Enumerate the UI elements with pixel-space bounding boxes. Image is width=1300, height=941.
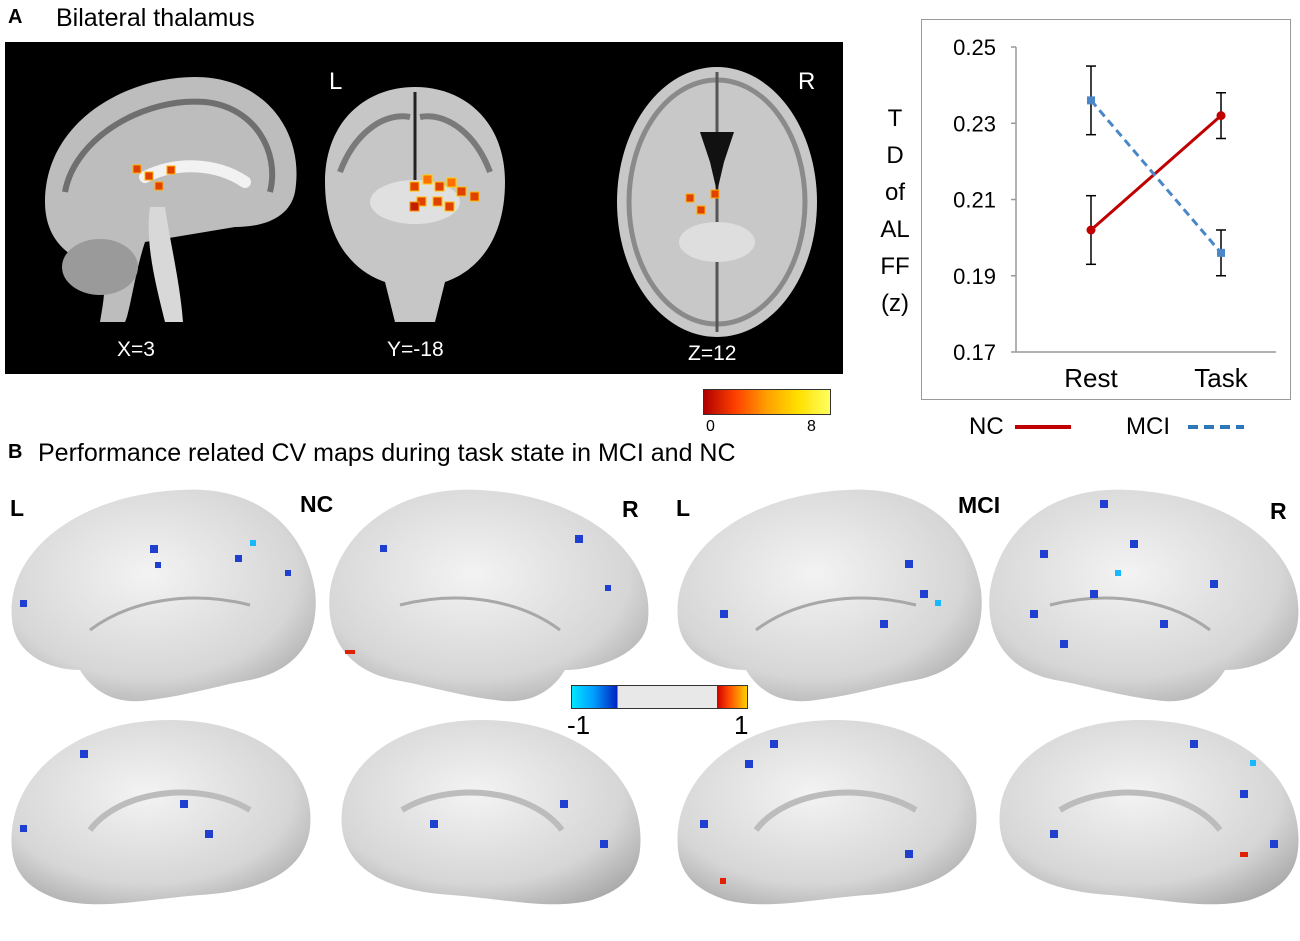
data-point-nc [1086, 225, 1096, 235]
coronal-slice [325, 87, 505, 322]
panel-b-title: Performance related CV maps during task … [38, 439, 736, 467]
cv-colorbar-max-label: 1 [734, 710, 749, 740]
y-tick-label: 0.17 [953, 340, 996, 365]
sagittal-slice [45, 77, 297, 322]
nc-group-label: NC [300, 491, 334, 517]
mri-slices-image [45, 67, 817, 337]
x-tick-label: Task [1194, 363, 1248, 393]
y-tick-label: 0.19 [953, 264, 996, 289]
mci-left-lateral [677, 489, 982, 702]
legend-nc-line [1015, 425, 1071, 429]
legend-mci-label: MCI [1126, 413, 1170, 440]
cv-colorbar-min-label: -1 [567, 710, 591, 740]
mci-left-medial [677, 720, 977, 905]
mci-right-lateral [989, 489, 1299, 702]
series-line-nc [1090, 114, 1222, 232]
mri-right-marker: R [798, 68, 816, 95]
nc-left-hemisphere-label: L [10, 495, 25, 521]
slice-label-z: Z=12 [688, 342, 737, 365]
x-tick-label: Rest [1064, 363, 1118, 393]
y-tick-label: 0.23 [953, 111, 996, 136]
mri-left-marker: L [329, 68, 343, 95]
mci-left-hemisphere-label: L [676, 495, 691, 521]
data-point-nc [1216, 111, 1226, 121]
cv-colorbar [571, 685, 748, 709]
data-point-mci [1087, 96, 1095, 105]
ylabel-line: T [887, 105, 903, 132]
nc-right-hemisphere-label: R [622, 496, 639, 522]
nc-left-lateral [11, 489, 316, 702]
colorbar-max-label: 8 [807, 418, 816, 435]
y-tick-label: 0.21 [953, 188, 996, 213]
axial-slice [617, 67, 817, 337]
series-line-mci [1089, 99, 1223, 254]
tdalff-line-chart: 0.25 0.23 0.21 0.19 0.17 Rest Task [953, 35, 1276, 393]
y-tick-label: 0.25 [953, 35, 996, 60]
mci-right-medial [999, 720, 1299, 905]
panel-a-letter: A [8, 6, 23, 28]
nc-right-lateral [329, 489, 649, 702]
slice-label-x: X=3 [117, 338, 155, 361]
activation-colorbar [703, 389, 831, 415]
ylabel-line: FF [880, 253, 910, 280]
nc-right-medial [341, 720, 641, 905]
panel-b-letter: B [8, 441, 23, 463]
nc-left-medial [11, 720, 311, 905]
mci-right-hemisphere-label: R [1270, 498, 1287, 524]
panel-a-title: Bilateral thalamus [56, 4, 255, 32]
tdalff-chart-frame [921, 19, 1291, 400]
ylabel-line: AL [880, 216, 910, 243]
legend-mci-line [1188, 425, 1244, 429]
legend-nc-label: NC [969, 413, 1004, 440]
data-point-mci [1217, 248, 1225, 257]
cv-brain-surfaces [11, 489, 1299, 905]
ylabel-line: (z) [881, 290, 909, 317]
chart-y-axis-label: T D of AL FF (z) [870, 100, 920, 322]
ylabel-line: D [886, 142, 904, 169]
ylabel-line: of [884, 179, 905, 206]
colorbar-min-label: 0 [706, 418, 715, 435]
mri-slices-panel: L R X=3 Y=-18 Z=12 [5, 42, 843, 374]
mci-group-label: MCI [958, 492, 1001, 518]
slice-label-y: Y=-18 [387, 338, 444, 361]
